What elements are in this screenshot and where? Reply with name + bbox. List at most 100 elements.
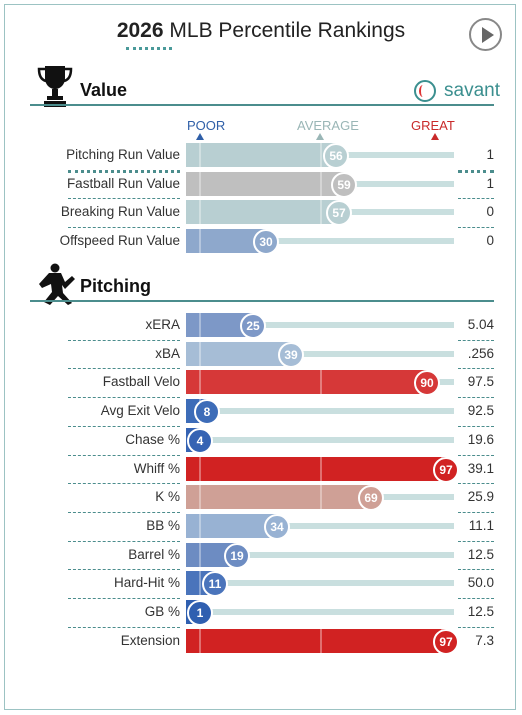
percentile-track bbox=[186, 238, 454, 245]
metric-value: 12.5 bbox=[467, 604, 494, 619]
bar-tick bbox=[199, 341, 201, 366]
ranking-row[interactable]: K % 69 25.9 bbox=[0, 485, 522, 512]
bar-tick bbox=[199, 628, 201, 653]
metric-label: Hard-Hit % bbox=[113, 575, 180, 591]
bar-tick bbox=[199, 143, 201, 167]
row-separator bbox=[68, 626, 180, 628]
bar-tick bbox=[199, 513, 201, 538]
row-separator bbox=[68, 169, 180, 173]
row-separator bbox=[458, 169, 494, 173]
metric-label: Breaking Run Value bbox=[60, 204, 180, 220]
row-separator bbox=[458, 483, 494, 485]
metric-value: 11.1 bbox=[468, 517, 494, 533]
row-separator bbox=[68, 198, 180, 200]
section-divider bbox=[30, 300, 494, 302]
bar-tick bbox=[320, 370, 322, 395]
percentile-badge: 30 bbox=[253, 229, 279, 256]
percentile-badge: 90 bbox=[414, 370, 440, 397]
row-separator bbox=[458, 339, 494, 341]
ranking-row[interactable]: Offspeed Run Value 30 0 bbox=[0, 229, 522, 256]
trophy-icon bbox=[37, 64, 73, 108]
ranking-row[interactable]: xERA 25 5.04 bbox=[0, 313, 522, 339]
metric-value: 50.0 bbox=[467, 575, 494, 591]
percentile-track bbox=[186, 609, 454, 615]
bar-tick bbox=[320, 200, 322, 225]
play-icon[interactable] bbox=[469, 18, 502, 51]
percentile-bar bbox=[186, 143, 336, 167]
row-separator bbox=[458, 397, 494, 399]
ranking-row[interactable]: Hard-Hit % 11 50.0 bbox=[0, 571, 522, 598]
percentile-badge: 1 bbox=[187, 600, 213, 626]
poor-marker-icon bbox=[196, 133, 204, 140]
metric-label: xERA bbox=[145, 317, 180, 332]
ranking-row[interactable]: Fastball Velo 90 97.5 bbox=[0, 370, 522, 397]
row-separator bbox=[458, 368, 494, 370]
ranking-row[interactable]: xBA 39 .256 bbox=[0, 341, 522, 368]
metric-label: Offspeed Run Value bbox=[59, 233, 180, 249]
ranking-row[interactable]: GB % 1 12.5 bbox=[0, 600, 522, 626]
ranking-row[interactable]: Extension 97 7.3 bbox=[0, 628, 522, 655]
percentile-track bbox=[186, 551, 454, 558]
bar-tick bbox=[199, 200, 201, 225]
percentile-bar bbox=[186, 229, 266, 254]
bar-tick bbox=[199, 485, 201, 510]
row-separator bbox=[68, 339, 180, 341]
metric-label: Barrel % bbox=[128, 546, 180, 562]
metric-value: 5.04 bbox=[467, 317, 494, 332]
bar-tick bbox=[199, 229, 201, 254]
percentile-badge: 8 bbox=[194, 399, 220, 426]
section-title-value: Value bbox=[80, 80, 128, 100]
ranking-row[interactable]: Breaking Run Value 57 0 bbox=[0, 200, 522, 227]
metric-value: 1 bbox=[486, 147, 494, 162]
row-separator bbox=[458, 540, 494, 542]
percentile-bar bbox=[186, 485, 371, 510]
metric-label: Fastball Velo bbox=[102, 374, 180, 390]
row-separator bbox=[458, 626, 494, 628]
percentile-badge: 69 bbox=[358, 485, 384, 512]
metric-value: 0 bbox=[486, 204, 494, 220]
section-divider bbox=[30, 104, 494, 106]
page-title: 2026 MLB Percentile Rankings bbox=[0, 19, 522, 43]
bar-tick bbox=[199, 370, 201, 395]
row-separator bbox=[68, 511, 180, 513]
bar-tick bbox=[320, 171, 322, 196]
row-separator bbox=[458, 569, 494, 571]
row-separator bbox=[458, 511, 494, 513]
ranking-row[interactable]: Fastball Run Value 59 1 bbox=[0, 171, 522, 198]
savant-brand: savant bbox=[444, 80, 500, 101]
metric-value: 12.5 bbox=[467, 546, 494, 562]
row-separator bbox=[458, 198, 494, 200]
percentile-badge: 59 bbox=[331, 171, 357, 198]
row-separator bbox=[68, 483, 180, 485]
row-separator bbox=[68, 569, 180, 571]
ranking-row[interactable]: BB % 34 11.1 bbox=[0, 513, 522, 540]
bar-tick bbox=[199, 456, 201, 481]
metric-label: GB % bbox=[144, 604, 180, 619]
percentile-bar bbox=[186, 341, 291, 366]
ranking-row[interactable]: Avg Exit Velo 8 92.5 bbox=[0, 399, 522, 426]
ranking-row[interactable]: Barrel % 19 12.5 bbox=[0, 542, 522, 569]
ranking-row[interactable]: Pitching Run Value 56 1 bbox=[0, 143, 522, 169]
scale-poor-label: POOR bbox=[187, 118, 226, 133]
percentile-track bbox=[186, 436, 454, 443]
great-marker-icon bbox=[431, 133, 439, 140]
bar-tick bbox=[320, 628, 322, 653]
percentile-bar bbox=[186, 200, 339, 225]
percentile-badge: 56 bbox=[323, 143, 349, 169]
ranking-row[interactable]: Whiff % 97 39.1 bbox=[0, 456, 522, 483]
pitcher-icon bbox=[32, 262, 78, 306]
bar-tick bbox=[199, 542, 201, 567]
row-separator bbox=[68, 425, 180, 427]
percentile-badge: 25 bbox=[240, 313, 266, 339]
row-separator bbox=[68, 368, 180, 370]
percentile-track bbox=[186, 350, 454, 357]
percentile-badge: 57 bbox=[326, 200, 352, 227]
percentile-badge: 11 bbox=[202, 571, 228, 598]
percentile-track bbox=[186, 322, 454, 328]
bar-tick bbox=[199, 313, 201, 337]
ranking-row[interactable]: Chase % 4 19.6 bbox=[0, 427, 522, 454]
percentile-bar bbox=[186, 456, 446, 481]
scale-average-label: AVERAGE bbox=[297, 118, 359, 133]
title-year: 2026 bbox=[116, 19, 164, 42]
title-text: MLB Percentile Rankings bbox=[169, 19, 406, 42]
